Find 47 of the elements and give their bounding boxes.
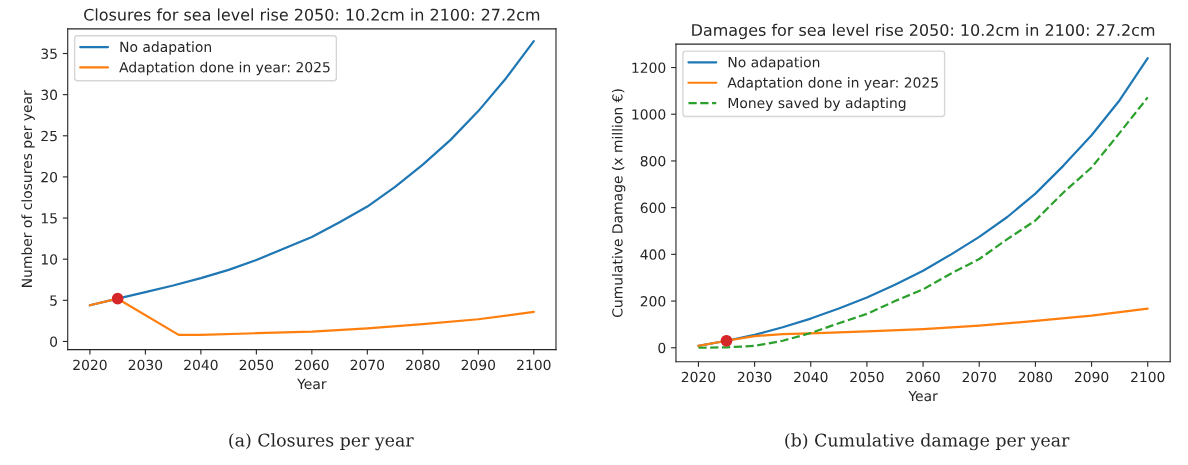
y-tick-label: 600 — [640, 202, 666, 214]
legend-label: Adaptation done in year: 2025 — [727, 77, 938, 91]
y-tick-label: 1200 — [632, 62, 666, 73]
x-tick-label: 2060 — [906, 371, 940, 383]
x-tick-label: 2100 — [517, 359, 551, 371]
x-tick-label: 2080 — [406, 359, 440, 371]
x-tick-label: 2030 — [128, 359, 163, 371]
legend-label: No adapation — [728, 56, 820, 71]
chart-title: Damages for sea level rise 2050: 10.2cm in 2100: 27.2cm — [692, 23, 1155, 40]
x-tick-label: 2070 — [962, 371, 996, 383]
x-tick-label: 2050 — [239, 359, 274, 371]
y-tick-label: 0 — [658, 342, 666, 354]
y-tick-label: 0 — [50, 336, 58, 347]
y-tick-label: 25 — [41, 130, 57, 142]
x-axis-title: Year — [908, 390, 938, 402]
x-tick-label: 2090 — [1074, 371, 1109, 383]
chart-title: Closures for sea level rise 2050: 10.2cm in 2100: 27.2cm — [84, 8, 540, 21]
x-tick-label: 2050 — [850, 371, 884, 383]
x-axis-title: Year — [297, 378, 327, 390]
x-tick-label: 2020 — [73, 359, 107, 371]
y-tick-label: 1000 — [632, 109, 666, 120]
y-tick-label: 800 — [640, 155, 666, 167]
x-tick-label: 2060 — [295, 359, 329, 371]
y-tick-label: 400 — [640, 249, 666, 260]
text: (a) Closures per year — [229, 433, 414, 451]
y-tick-label: 200 — [640, 296, 666, 307]
legend-label: Money saved by adapting — [728, 97, 906, 111]
y-tick-label: 30 — [41, 89, 58, 101]
x-tick-label: 2080 — [1018, 371, 1053, 383]
y-axis-title: Cumulative Damage (x million €) — [611, 89, 626, 318]
y-tick-label: 10 — [41, 254, 58, 265]
text: (b) Cumulative damage per year — [785, 433, 1070, 451]
legend-label: No adapation — [120, 41, 211, 55]
y-tick-label: 35 — [41, 48, 57, 59]
x-tick-label: 2070 — [350, 359, 385, 371]
line-series — [697, 307, 1149, 347]
x-tick-label: 2040 — [184, 359, 218, 371]
legend-label: Adaptation done in year: 2025 — [119, 61, 330, 76]
x-tick-label: 2020 — [681, 371, 716, 383]
x-tick-label: 2100 — [1131, 371, 1165, 383]
y-tick-label: 5 — [50, 295, 57, 306]
x-tick-label: 2030 — [737, 371, 772, 383]
y-tick-label: 15 — [41, 213, 57, 224]
y-tick-label: 20 — [41, 171, 58, 183]
x-tick-label: 2090 — [461, 359, 496, 371]
x-tick-label: 2040 — [794, 371, 828, 383]
y-axis-title: Number of closures per year — [21, 90, 35, 287]
